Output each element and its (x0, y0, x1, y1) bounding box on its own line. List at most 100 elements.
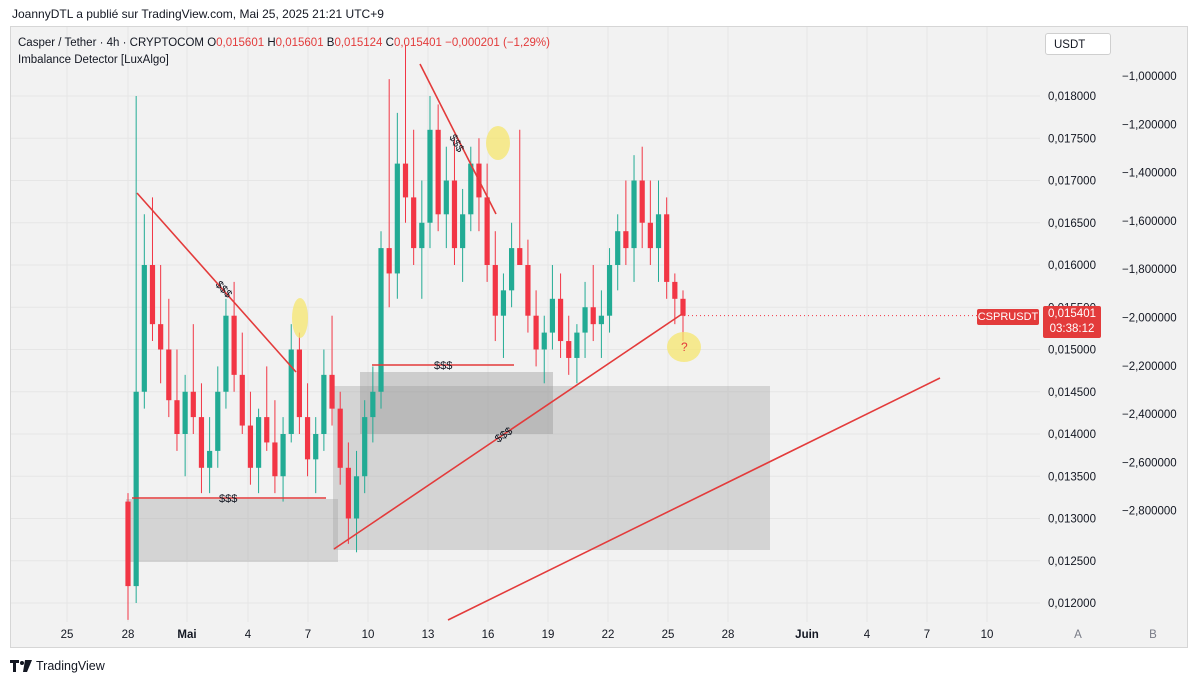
date-tick-label: 4 (864, 629, 871, 641)
price-tick-label: 0,012500 (1048, 556, 1096, 568)
secondary-tick-label: −2,800000 (1122, 506, 1177, 518)
candle-body (370, 391, 376, 418)
candle-body (158, 324, 164, 350)
candle-body (313, 434, 319, 460)
candle-body (647, 222, 653, 249)
candle-body (525, 265, 531, 316)
candle-body (598, 315, 604, 325)
candle-body (680, 298, 686, 316)
candle-body (615, 231, 621, 265)
secondary-tick-label: −2,000000 (1122, 313, 1177, 325)
date-tick-label: 10 (362, 629, 375, 641)
bar-countdown: 03:38:12 (1049, 323, 1095, 335)
candle-body (329, 374, 335, 409)
candle-body (492, 265, 498, 316)
symbol-legend: Casper / Tether · 4h · CRYPTOCOM O0,0156… (18, 37, 550, 49)
price-tick-label: 0,015000 (1048, 345, 1096, 357)
secondary-tick-label: −1,000000 (1122, 71, 1177, 83)
secondary-tick-label: −2,400000 (1122, 409, 1177, 421)
trendline[interactable] (419, 63, 497, 215)
candle-body (541, 332, 547, 350)
candle-body (149, 265, 156, 325)
date-tick-label: 4 (245, 629, 252, 641)
secondary-tick-label: −1,200000 (1122, 119, 1177, 131)
highlight-ellipse (292, 298, 308, 338)
tradingview-logo-icon (10, 660, 32, 672)
candle-body (182, 391, 188, 434)
price-tick-label: 0,017000 (1048, 176, 1096, 188)
low-label: B (326, 37, 335, 49)
candle-body (590, 307, 596, 325)
candle-body (402, 163, 409, 198)
candle-body (411, 197, 417, 249)
candle-body (664, 214, 670, 282)
candle-body (264, 417, 270, 443)
candle-body (133, 391, 139, 587)
imbalance-zone (360, 372, 553, 434)
candle-body (386, 248, 392, 274)
candle-body (639, 180, 645, 223)
candle-body (378, 248, 384, 392)
price-tick-label: 0,014000 (1048, 429, 1096, 441)
price-tick-label: 0,017500 (1048, 133, 1096, 145)
candle-body (166, 349, 172, 401)
candle-body (215, 391, 221, 451)
high-value: 0,015601 (275, 37, 324, 49)
trendline[interactable] (136, 192, 297, 373)
date-tick-label: 28 (122, 629, 135, 641)
imbalance-zone (126, 499, 338, 562)
date-tick-label: 10 (981, 629, 994, 641)
secondary-tick-label: −2,200000 (1122, 361, 1177, 373)
trendline[interactable] (333, 313, 683, 550)
date-tick-label: 7 (305, 629, 311, 641)
date-tick-label: Mai (177, 629, 196, 641)
secondary-tick-label: −1,400000 (1122, 168, 1177, 180)
date-tick-label: 13 (422, 629, 435, 641)
candle-body (419, 222, 425, 249)
high-label: H (267, 37, 276, 49)
price-tick-label: 0,018000 (1048, 91, 1096, 103)
highlight-ellipse (486, 126, 510, 160)
trendline[interactable] (447, 377, 941, 621)
candle-body (435, 129, 441, 215)
price-tick-label: 0,013000 (1048, 514, 1096, 526)
indicator-legend[interactable]: Imbalance Detector [LuxAlgo] (18, 54, 169, 66)
price-tick-label: 0,016500 (1048, 218, 1096, 230)
date-tick-label: 28 (722, 629, 735, 641)
symbol-price-tag: CSPRUSDT (977, 309, 1039, 325)
candle-body (141, 265, 147, 392)
price-tick-label: 0,016000 (1048, 260, 1096, 272)
candle-body (125, 501, 131, 587)
publish-header: JoannyDTL a publié sur TradingView.com, … (0, 0, 1200, 26)
candle-body (174, 400, 180, 434)
candle-body (533, 315, 539, 350)
scale-label: A (1074, 629, 1082, 641)
candle-body (623, 231, 629, 249)
liquidity-label: $$$ (446, 133, 466, 155)
candle-body (362, 417, 368, 477)
candle-body (427, 129, 433, 223)
candle-body (582, 307, 588, 333)
candle-body (443, 180, 449, 215)
candle-body (557, 298, 564, 342)
candle-body (337, 408, 343, 468)
candle-body (631, 180, 637, 249)
price-tick-label: 0,013500 (1048, 471, 1096, 483)
chart-panel[interactable] (10, 26, 1188, 648)
tradingview-footer[interactable]: TradingView (10, 657, 105, 675)
candle-body (231, 315, 237, 375)
liquidity-label: $$$ (219, 493, 237, 505)
secondary-tick-label: −1,600000 (1122, 216, 1177, 228)
candle-body (468, 163, 474, 215)
last-price: 0,015401 (1048, 308, 1096, 320)
scale-label: B (1149, 629, 1157, 641)
candle-body (484, 197, 490, 265)
last-price-tag: 0,015401 03:38:12 (1043, 306, 1101, 338)
secondary-tick-label: −2,600000 (1122, 457, 1177, 469)
currency-button[interactable]: USDT (1045, 33, 1111, 55)
candle-body (353, 476, 360, 519)
candle-body (549, 298, 556, 333)
candle-body (451, 180, 458, 249)
candle-body (296, 349, 302, 418)
